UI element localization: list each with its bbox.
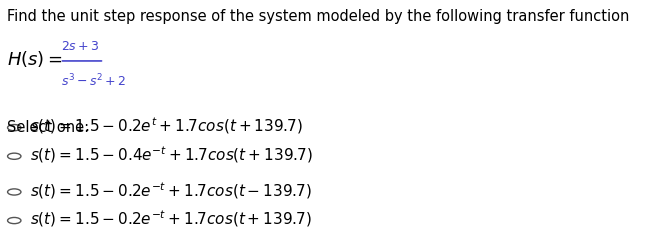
Text: $s(t) = 1.5 - 0.2e^{-t} + 1.7cos(t + 139.7)$: $s(t) = 1.5 - 0.2e^{-t} + 1.7cos(t + 139… — [30, 209, 312, 229]
Text: Select one:: Select one: — [6, 120, 88, 135]
Text: Find the unit step response of the system modeled by the following transfer func: Find the unit step response of the syste… — [6, 8, 629, 24]
Text: $s(t) = 1.5 - 0.4e^{-t} + 1.7cos(t + 139.7)$: $s(t) = 1.5 - 0.4e^{-t} + 1.7cos(t + 139… — [30, 144, 312, 165]
Text: $2s+3$: $2s+3$ — [61, 40, 99, 53]
Text: $s^3-s^2+2$: $s^3-s^2+2$ — [61, 73, 126, 89]
Text: $H(s)=$: $H(s)=$ — [6, 49, 62, 69]
Text: $s(t) = 1.5 - 0.2e^{-t} + 1.7cos(t - 139.7)$: $s(t) = 1.5 - 0.2e^{-t} + 1.7cos(t - 139… — [30, 180, 312, 201]
Text: $s(t) = 1.5 - 0.2e^{t} + 1.7cos(t + 139.7)$: $s(t) = 1.5 - 0.2e^{t} + 1.7cos(t + 139.… — [30, 116, 303, 136]
